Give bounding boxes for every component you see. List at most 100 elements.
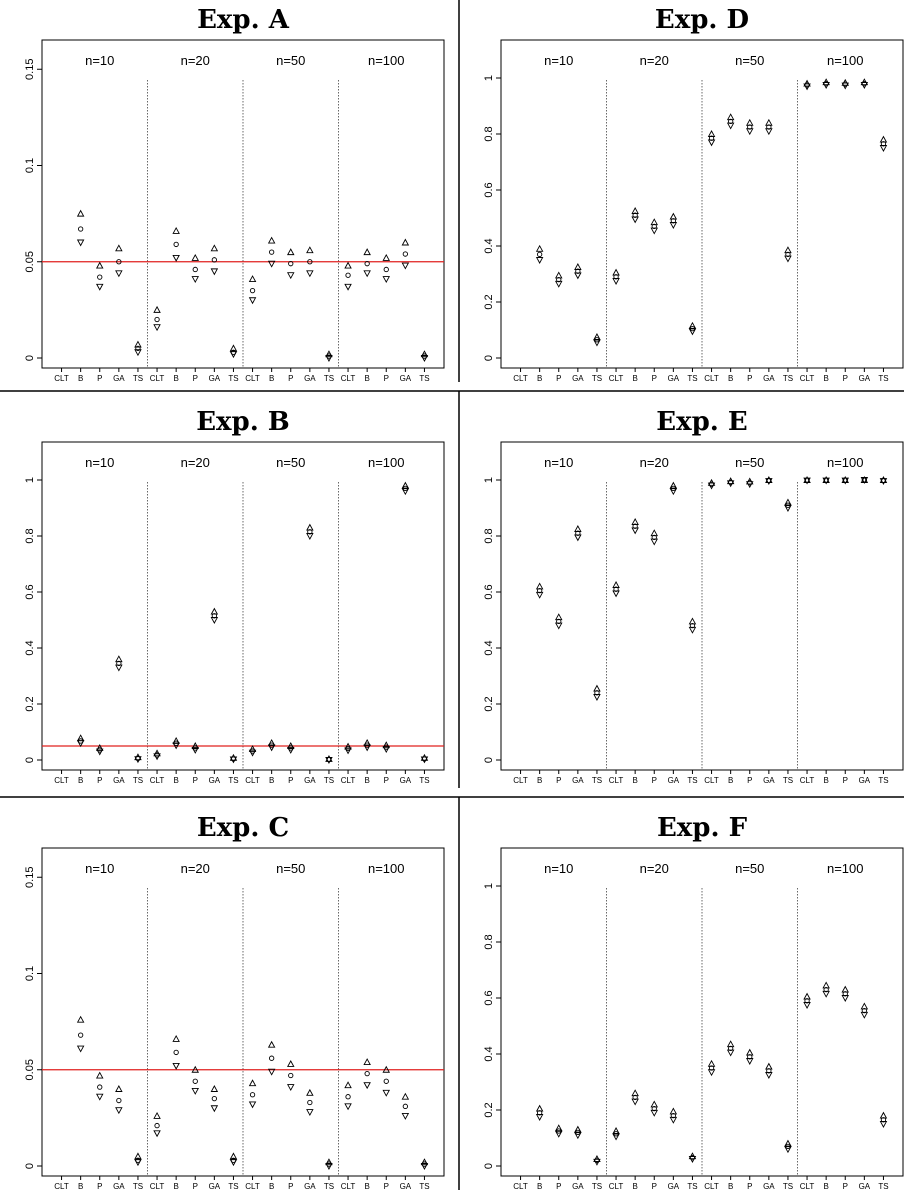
estimate-marker [632, 1094, 638, 1101]
y-tick-label: 0 [483, 355, 495, 361]
upper-bound-marker [306, 523, 314, 531]
group-label: n=100 [368, 53, 405, 68]
x-tick-label: GA [400, 1182, 412, 1190]
y-tick-label: 0.4 [24, 640, 36, 655]
x-tick-label: TS [324, 374, 334, 383]
lower-bound-marker [803, 477, 811, 485]
upper-bound-marker [286, 248, 295, 256]
x-tick-label: P [556, 1182, 561, 1190]
x-tick-label: TS [133, 776, 143, 785]
lower-bound-marker [841, 995, 850, 1002]
x-tick-label: P [652, 776, 657, 785]
lower-bound-marker [822, 477, 830, 485]
x-tick-label: GA [113, 776, 125, 785]
upper-bound-marker [344, 742, 352, 750]
group-label: n=20 [640, 53, 669, 68]
x-tick-label: TS [592, 374, 602, 383]
plot-frame [41, 441, 445, 771]
y-tick-label: 0 [483, 1163, 495, 1169]
lower-bound-marker [229, 1159, 238, 1167]
estimate-marker [97, 1084, 103, 1090]
lower-bound-marker [593, 694, 601, 701]
x-tick-label: P [193, 1182, 198, 1190]
x-tick-label: GA [763, 1182, 775, 1190]
x-tick-label: CLT [800, 1182, 815, 1190]
x-tick-label: P [843, 374, 848, 383]
lower-bound-marker [325, 1163, 333, 1170]
estimate-marker [97, 274, 103, 280]
x-tick-label: GA [304, 1182, 316, 1190]
estimate-marker [173, 1049, 179, 1056]
estimate-marker [249, 287, 256, 294]
upper-bound-marker [95, 261, 104, 269]
y-tick-label: 0.1 [24, 966, 36, 981]
upper-bound-marker [612, 1127, 620, 1134]
upper-bound-marker [554, 271, 563, 279]
x-tick-label: B [728, 776, 733, 785]
estimate-marker [613, 586, 619, 592]
estimate-marker [537, 251, 543, 258]
upper-bound-marker [210, 1085, 219, 1092]
group-label: n=100 [368, 861, 405, 876]
estimate-marker [880, 141, 887, 147]
estimate-marker [211, 1095, 218, 1102]
lower-bound-marker [841, 477, 850, 485]
lower-bound-marker [210, 617, 219, 624]
estimate-marker [307, 259, 313, 265]
x-tick-label: CLT [704, 776, 719, 785]
x-tick-label: GA [113, 1182, 125, 1190]
upper-bound-marker [554, 613, 563, 621]
lower-bound-marker [420, 756, 429, 764]
upper-bound-marker [612, 268, 620, 276]
x-tick-label: TS [133, 1182, 143, 1190]
lower-bound-marker [229, 351, 238, 359]
upper-bound-marker [631, 1089, 639, 1097]
x-tick-label: CLT [150, 1182, 165, 1190]
estimate-marker [116, 1097, 122, 1104]
x-tick-label: P [193, 374, 198, 383]
estimate-marker [651, 534, 657, 541]
x-tick-label: GA [668, 374, 680, 383]
lower-bound-marker [879, 145, 888, 152]
lower-bound-marker [803, 83, 811, 91]
x-tick-label: GA [304, 776, 316, 785]
upper-bound-marker [707, 130, 716, 137]
x-tick-label: P [384, 776, 389, 785]
group-label: n=50 [276, 455, 305, 470]
estimate-marker [747, 124, 753, 130]
x-tick-label: B [78, 1182, 83, 1190]
lower-bound-marker [784, 505, 792, 512]
lower-bound-marker [191, 746, 200, 754]
upper-bound-marker [707, 1059, 716, 1067]
group-label: n=10 [544, 861, 573, 876]
lower-bound-marker [535, 591, 544, 599]
panel-exp-f: Exp. F 0 0.2 0.4 0.6 0.8 1 CLT B P GA TS CLT B P GA TS CL… [483, 813, 904, 1190]
lower-bound-marker [420, 1163, 429, 1170]
plot-frame [500, 847, 904, 1177]
lower-bound-marker [363, 744, 371, 752]
upper-bound-marker [229, 344, 238, 352]
lower-bound-marker [286, 1084, 295, 1092]
upper-bound-marker [745, 118, 754, 126]
estimate-marker [670, 218, 677, 224]
estimate-marker [537, 587, 543, 594]
estimate-marker [727, 1045, 734, 1052]
x-tick-label: P [556, 776, 561, 785]
y-tick-label: 0.2 [483, 294, 495, 309]
panel-exp-e: Exp. E 0 0.2 0.4 0.6 0.8 1 CLT B P GA TS CLT B P GA TS CL… [483, 407, 904, 785]
lower-bound-marker [822, 990, 830, 998]
upper-bound-marker [172, 1035, 180, 1042]
estimate-marker [268, 1055, 275, 1061]
x-tick-label: B [537, 776, 542, 785]
lower-bound-marker [707, 482, 716, 490]
lower-bound-marker [172, 1062, 180, 1070]
upper-bound-marker [593, 333, 601, 340]
lower-bound-marker [382, 1089, 391, 1097]
y-tick-label: 0.8 [24, 528, 36, 543]
lower-bound-marker [401, 488, 410, 496]
estimate-marker [861, 1007, 867, 1014]
y-tick-label: 0.6 [483, 584, 495, 599]
estimate-marker [383, 266, 389, 273]
upper-bound-marker [363, 738, 371, 746]
lower-bound-marker [153, 324, 161, 332]
